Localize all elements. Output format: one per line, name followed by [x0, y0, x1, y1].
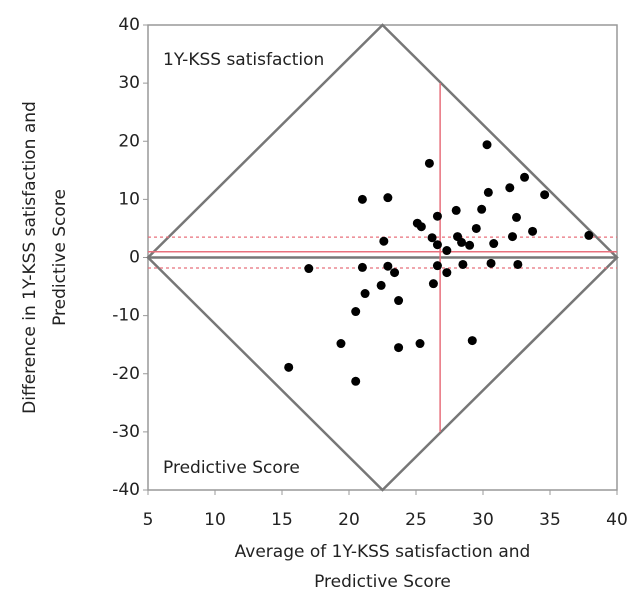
- x-axis-label: Predictive Score: [314, 572, 451, 592]
- y-tick-label: 20: [118, 131, 140, 151]
- y-tick-label: -40: [112, 480, 140, 500]
- point: [424, 158, 434, 168]
- point: [540, 190, 550, 200]
- point: [432, 240, 442, 250]
- point: [512, 212, 521, 222]
- point: [482, 140, 492, 150]
- x-tick-label: 25: [405, 510, 427, 530]
- point: [357, 194, 367, 204]
- point: [442, 246, 452, 256]
- point: [513, 259, 523, 269]
- y-tick-label: -30: [112, 422, 140, 442]
- y-tick-label: 10: [118, 189, 140, 209]
- point: [486, 258, 496, 268]
- point: [432, 261, 442, 271]
- x-tick-label: 30: [472, 510, 494, 530]
- point: [442, 268, 452, 278]
- y-tick-label: 0: [129, 248, 140, 268]
- point: [351, 307, 361, 317]
- point: [458, 259, 468, 269]
- point: [451, 205, 461, 215]
- point: [351, 376, 361, 386]
- x-tick-label: 20: [338, 510, 360, 530]
- point: [584, 230, 594, 240]
- point: [528, 226, 538, 236]
- point: [477, 204, 487, 214]
- point: [379, 236, 389, 246]
- point: [383, 261, 393, 271]
- x-axis-label: Average of 1Y-KSS satisfaction and: [235, 542, 531, 562]
- point: [394, 343, 404, 353]
- point: [390, 268, 400, 278]
- x-tick-label: 15: [271, 510, 293, 530]
- y-tick-label: 40: [118, 15, 140, 35]
- point: [520, 172, 530, 182]
- point: [467, 336, 477, 346]
- point: [336, 339, 346, 349]
- point: [471, 223, 481, 233]
- y-tick-label: -10: [112, 306, 140, 326]
- point: [416, 222, 426, 232]
- point: [483, 187, 493, 197]
- point: [304, 264, 314, 274]
- point: [432, 211, 442, 221]
- x-tick-label: 10: [204, 510, 226, 530]
- annotation: 1Y-KSS satisfaction: [163, 50, 324, 70]
- point: [427, 233, 437, 243]
- point: [376, 280, 386, 290]
- point: [489, 239, 499, 249]
- point: [394, 296, 404, 306]
- point: [457, 237, 467, 247]
- y-tick-label: 30: [118, 73, 140, 93]
- point: [507, 232, 517, 242]
- point: [465, 240, 475, 250]
- y-axis-label: Difference in 1Y-KSS satisfaction and: [20, 101, 40, 414]
- x-tick-label: 5: [143, 510, 154, 530]
- x-tick-label: 35: [539, 510, 561, 530]
- point: [383, 193, 393, 203]
- point: [428, 279, 438, 289]
- point: [357, 262, 367, 272]
- point: [505, 183, 515, 193]
- annotation: Predictive Score: [163, 458, 300, 478]
- y-axis-label: Predictive Score: [50, 189, 70, 326]
- y-tick-label: -20: [112, 364, 140, 384]
- point: [360, 289, 370, 299]
- point: [415, 339, 425, 349]
- x-tick-label: 40: [606, 510, 628, 530]
- point: [284, 362, 294, 372]
